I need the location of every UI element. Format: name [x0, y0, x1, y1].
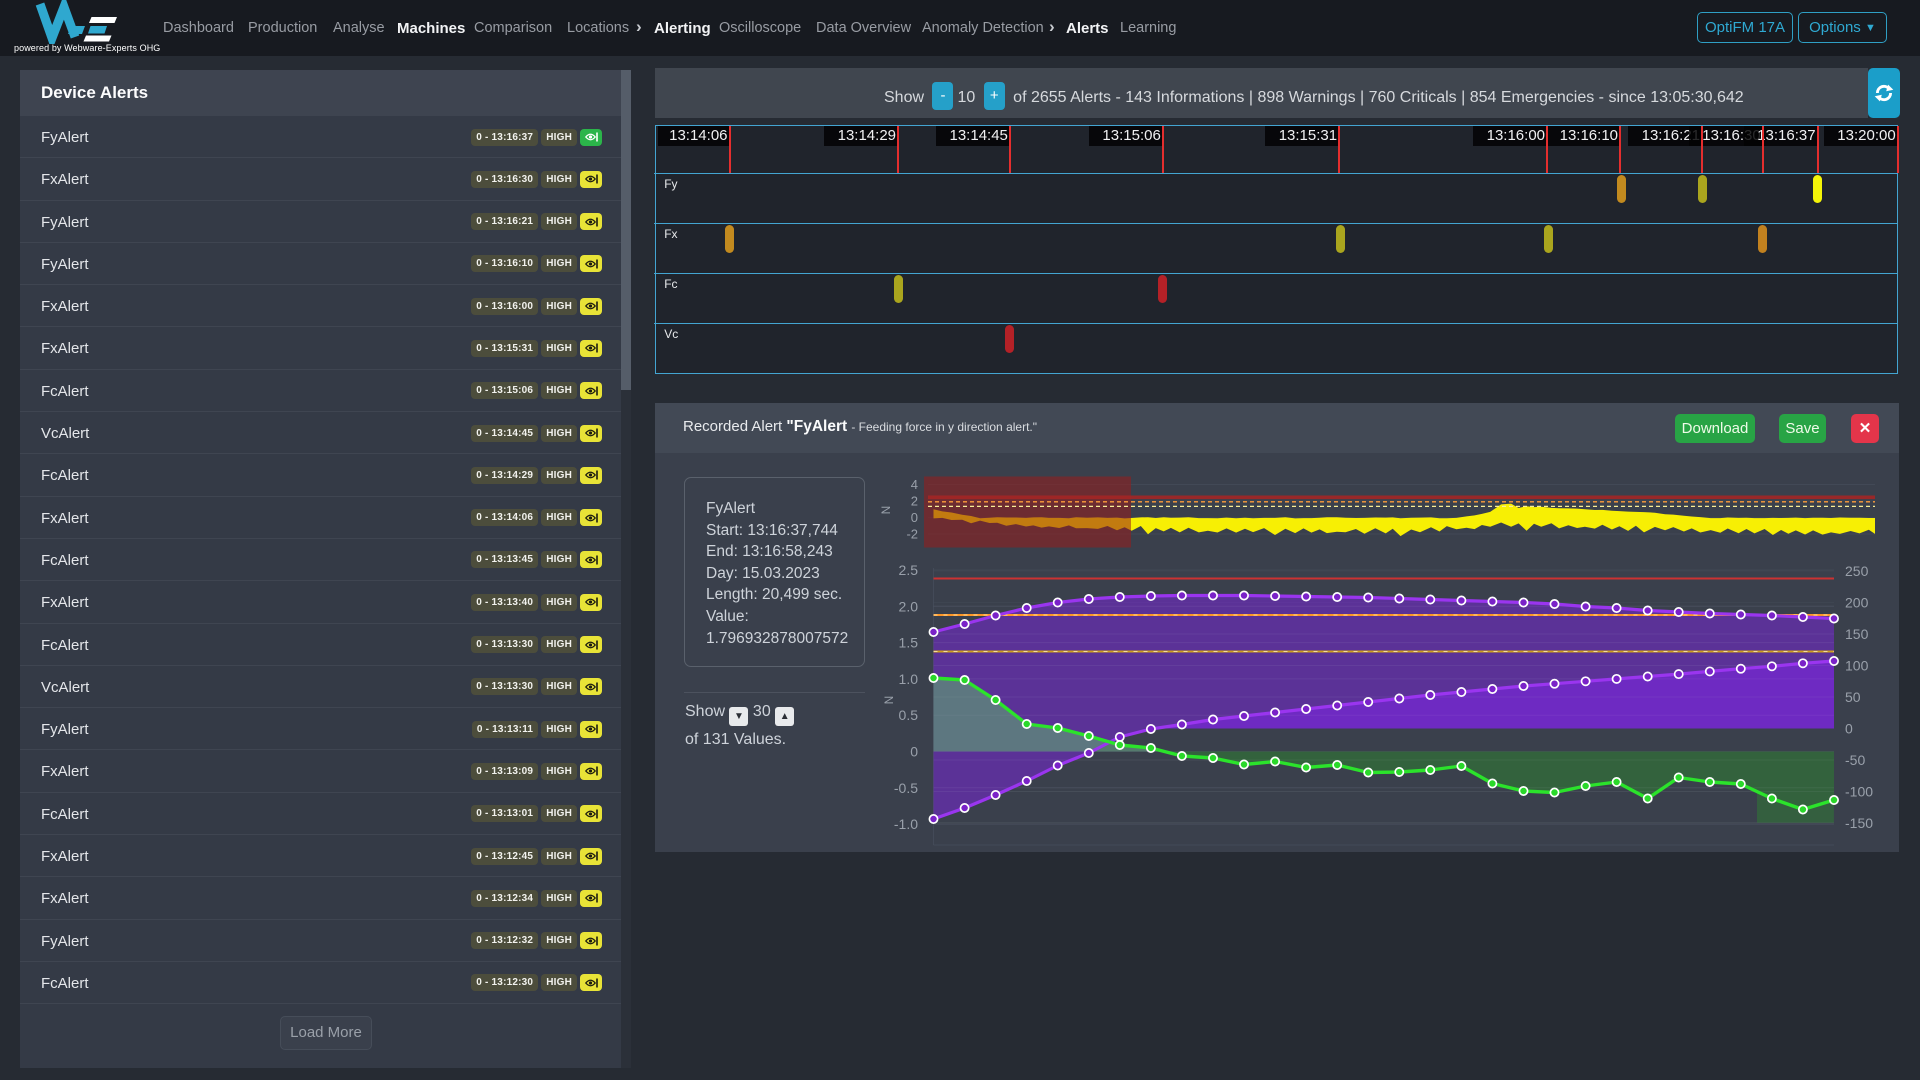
svg-text:0: 0 [1845, 721, 1853, 737]
svg-text:100: 100 [1845, 658, 1869, 674]
svg-text:150: 150 [1845, 626, 1869, 642]
svg-text:0.5: 0.5 [899, 707, 919, 723]
svg-text:-1.0: -1.0 [894, 816, 918, 832]
svg-text:200: 200 [1845, 595, 1869, 611]
svg-text:0: 0 [911, 510, 918, 525]
svg-text:N: N [879, 506, 893, 515]
svg-text:2: 2 [911, 494, 918, 509]
svg-text:4: 4 [911, 477, 918, 492]
svg-text:1.5: 1.5 [899, 635, 919, 651]
svg-text:-100: -100 [1845, 784, 1873, 800]
svg-text:2.0: 2.0 [899, 598, 919, 614]
svg-text:0: 0 [910, 744, 918, 760]
svg-text:N: N [882, 696, 896, 705]
svg-text:-0.5: -0.5 [894, 780, 918, 796]
svg-text:50: 50 [1845, 689, 1861, 705]
svg-text:1.0: 1.0 [899, 671, 919, 687]
svg-text:250: 250 [1845, 563, 1869, 579]
svg-text:-2: -2 [906, 527, 918, 542]
svg-text:2.5: 2.5 [899, 562, 919, 578]
svg-text:-50: -50 [1845, 752, 1865, 768]
svg-text:-150: -150 [1845, 815, 1873, 831]
